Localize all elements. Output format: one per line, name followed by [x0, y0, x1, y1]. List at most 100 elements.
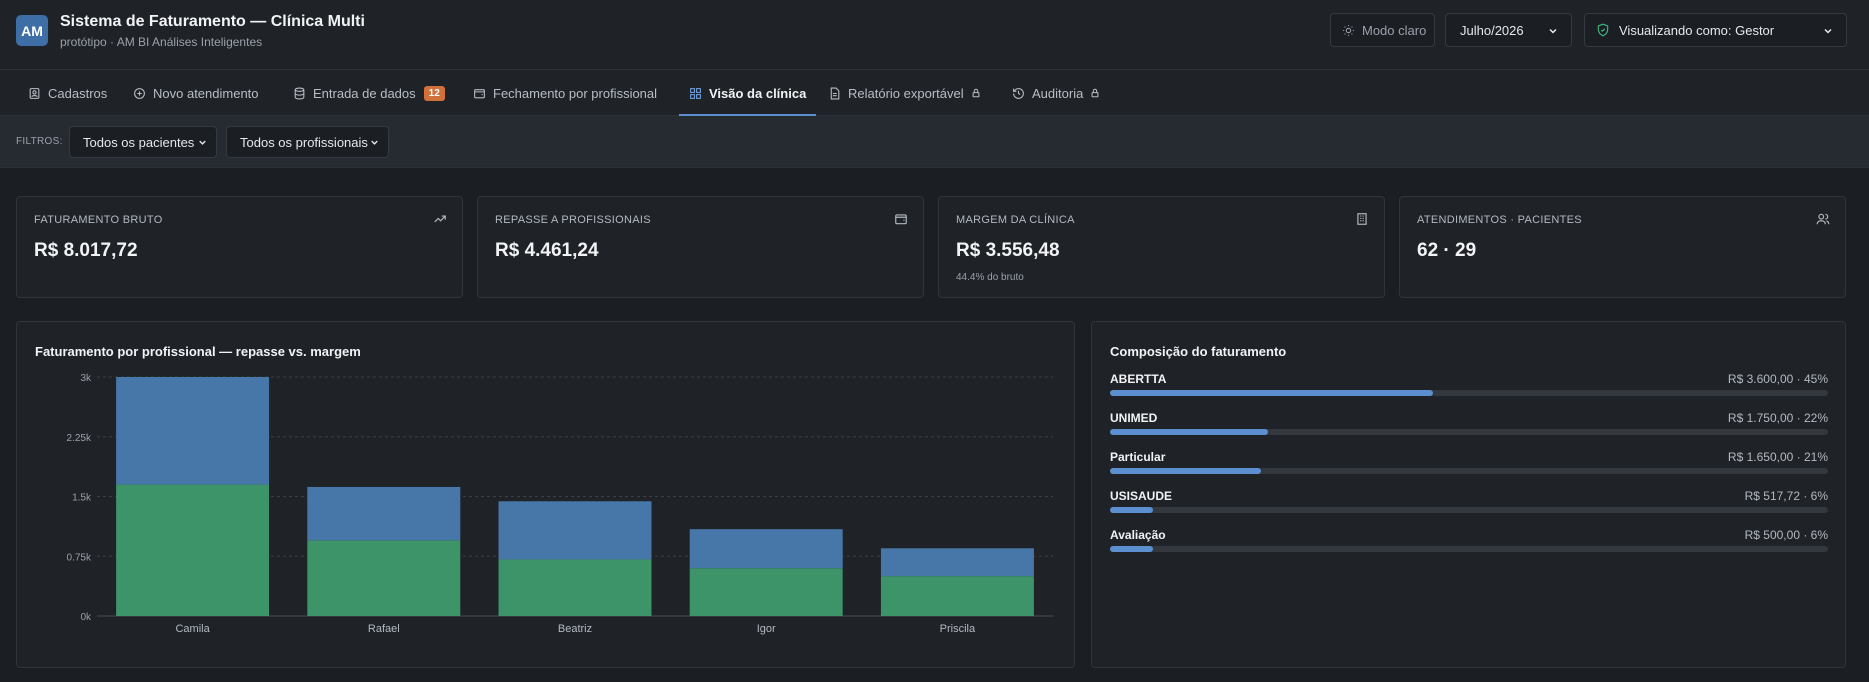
lock-icon: [972, 88, 980, 98]
bar-segment: [116, 377, 270, 485]
trend-up-icon: [434, 215, 446, 223]
kpi-value: R$ 3.556,48: [956, 240, 1060, 261]
kpi-card-margem: MARGEM DA CLÍNICA R$ 3.556,48 44.4% do b…: [938, 196, 1385, 298]
tab-cadastros[interactable]: Cadastros: [28, 70, 107, 116]
bar-segment: [689, 568, 843, 616]
kpi-card-repasse: REPASSE A PROFISSIONAIS R$ 4.461,24: [477, 196, 924, 298]
chevron-down-icon: [1549, 28, 1557, 34]
filter-bar: FILTROS: Todos os pacientes Todos os pro…: [0, 116, 1869, 168]
composition-row: UNIMED R$ 1.750,00 · 22%: [1110, 411, 1828, 441]
x-tick-label: Igor: [757, 623, 776, 635]
app-title: Sistema de Faturamento — Clínica Multi: [60, 13, 365, 30]
tab-relatorio-exportavel[interactable]: Relatório exportável: [828, 70, 988, 116]
bar-segment: [498, 501, 652, 560]
bar-segment: [116, 484, 270, 616]
chart-panel: Faturamento por profissional — repasse v…: [16, 321, 1075, 668]
bar-segment: [307, 540, 461, 616]
composition-fill: [1110, 507, 1154, 513]
filters-label: FILTROS:: [16, 136, 63, 147]
month-select[interactable]: Julho/2026: [1445, 13, 1572, 47]
kpi-label: ATENDIMENTOS · PACIENTES: [1417, 214, 1582, 226]
composition-label: ABERTTA: [1110, 372, 1167, 386]
tab-label: Visão da clínica: [709, 85, 807, 101]
theme-toggle-label: Modo claro: [1362, 22, 1427, 38]
composition-track: [1110, 390, 1828, 396]
tab-entrada-de-dados[interactable]: Entrada de dados 12: [293, 70, 445, 116]
chart-title: Faturamento por profissional — repasse v…: [35, 344, 361, 359]
composition-track: [1110, 507, 1828, 513]
kpi-label: MARGEM DA CLÍNICA: [956, 214, 1075, 226]
wallet-icon: [895, 214, 907, 225]
composition-value: R$ 1.750,00 · 22%: [1727, 411, 1828, 425]
chevron-down-icon: [371, 140, 378, 145]
professional-filter-value: Todos os profissionais: [240, 134, 368, 150]
database-icon: [294, 87, 305, 99]
composition-title: Composição do faturamento: [1110, 344, 1287, 359]
kpi-value: R$ 4.461,24: [495, 240, 599, 261]
tab-label: Novo atendimento: [153, 85, 259, 101]
composition-row: Particular R$ 1.650,00 · 21%: [1110, 450, 1828, 480]
bar-segment: [307, 486, 461, 541]
tab-label: Auditoria: [1032, 85, 1084, 101]
composition-panel: Composição do faturamento ABERTTA R$ 3.60…: [1091, 321, 1846, 668]
patient-filter-select[interactable]: Todos os pacientes: [69, 126, 217, 158]
tab-auditoria[interactable]: Auditoria: [1012, 70, 1107, 116]
tab-label: Cadastros: [48, 85, 108, 101]
y-tick-label: 0k: [80, 612, 92, 623]
id-card-icon: [29, 87, 40, 99]
composition-value: R$ 1.650,00 · 21%: [1727, 450, 1828, 464]
sun-icon: [1343, 24, 1354, 36]
app-subtitle: protótipo · AM BI Análises Inteligentes: [60, 35, 263, 49]
composition-fill: [1110, 429, 1268, 435]
x-tick-label: Rafael: [368, 623, 400, 635]
bar-segment: [498, 559, 652, 616]
bar-segment: [880, 576, 1034, 616]
y-tick-label: 2.25k: [67, 433, 92, 444]
wallet-icon: [474, 88, 485, 98]
file-icon: [830, 87, 840, 99]
theme-toggle-button[interactable]: Modo claro: [1330, 13, 1435, 47]
role-select[interactable]: Visualizando como: Gestor: [1584, 13, 1847, 47]
tab-visao-da-clinica[interactable]: Visão da clínica: [678, 70, 817, 116]
month-select-value: Julho/2026: [1460, 22, 1524, 38]
history-icon: [1013, 87, 1024, 99]
grid-icon: [690, 87, 701, 99]
kpi-value: 62 · 29: [1417, 240, 1477, 261]
tab-novo-atendimento[interactable]: Novo atendimento: [133, 70, 259, 116]
building-icon: [1357, 213, 1367, 225]
kpi-value: R$ 8.017,72: [34, 240, 138, 261]
composition-track: [1110, 546, 1828, 552]
role-select-value: Visualizando como: Gestor: [1619, 22, 1775, 38]
composition-value: R$ 500,00 · 6%: [1744, 528, 1828, 542]
composition-row: USISAUDE R$ 517,72 · 6%: [1110, 489, 1828, 519]
professional-filter-select[interactable]: Todos os profissionais: [226, 126, 389, 158]
composition-value: R$ 517,72 · 6%: [1744, 489, 1828, 503]
kpi-card-atendimentos: ATENDIMENTOS · PACIENTES 62 · 29: [1399, 196, 1846, 298]
y-tick-label: 0.75k: [67, 552, 92, 563]
bar-segment: [880, 548, 1034, 577]
y-tick-label: 3k: [80, 373, 92, 384]
composition-label: USISAUDE: [1110, 489, 1173, 503]
tab-label: Relatório exportável: [848, 85, 964, 101]
composition-track: [1110, 429, 1828, 435]
composition-track: [1110, 468, 1828, 474]
composition-fill: [1110, 546, 1154, 552]
lock-icon: [1091, 88, 1099, 98]
composition-row: ABERTTA R$ 3.600,00 · 45%: [1110, 372, 1828, 402]
app-header: AM Sistema de Faturamento — Clínica Mult…: [0, 0, 1869, 70]
tab-label: Fechamento por profissional: [493, 85, 658, 101]
main-tabs: Cadastros Novo atendimento Entrada de da…: [0, 70, 1869, 116]
app-logo: AM: [16, 15, 48, 46]
composition-fill: [1110, 468, 1261, 474]
x-tick-label: Beatriz: [558, 623, 592, 635]
plus-circle-icon: [134, 87, 145, 99]
pending-count-badge: 12: [423, 85, 445, 101]
tab-fechamento-por-profissional[interactable]: Fechamento por profissional: [473, 70, 657, 116]
stacked-bar-chart: 0k 0.75k 1.5k 2.25k 3k Camila Rafael Beatriz Igo…: [67, 373, 1053, 635]
kpi-subtext: 44.4% do bruto: [956, 272, 1024, 283]
patient-filter-value: Todos os pacientes: [83, 134, 195, 150]
composition-label: Avaliação: [1110, 528, 1166, 542]
composition-fill: [1110, 390, 1434, 396]
tab-label: Entrada de dados: [313, 85, 416, 101]
composition-row: Avaliação R$ 500,00 · 6%: [1110, 528, 1828, 558]
